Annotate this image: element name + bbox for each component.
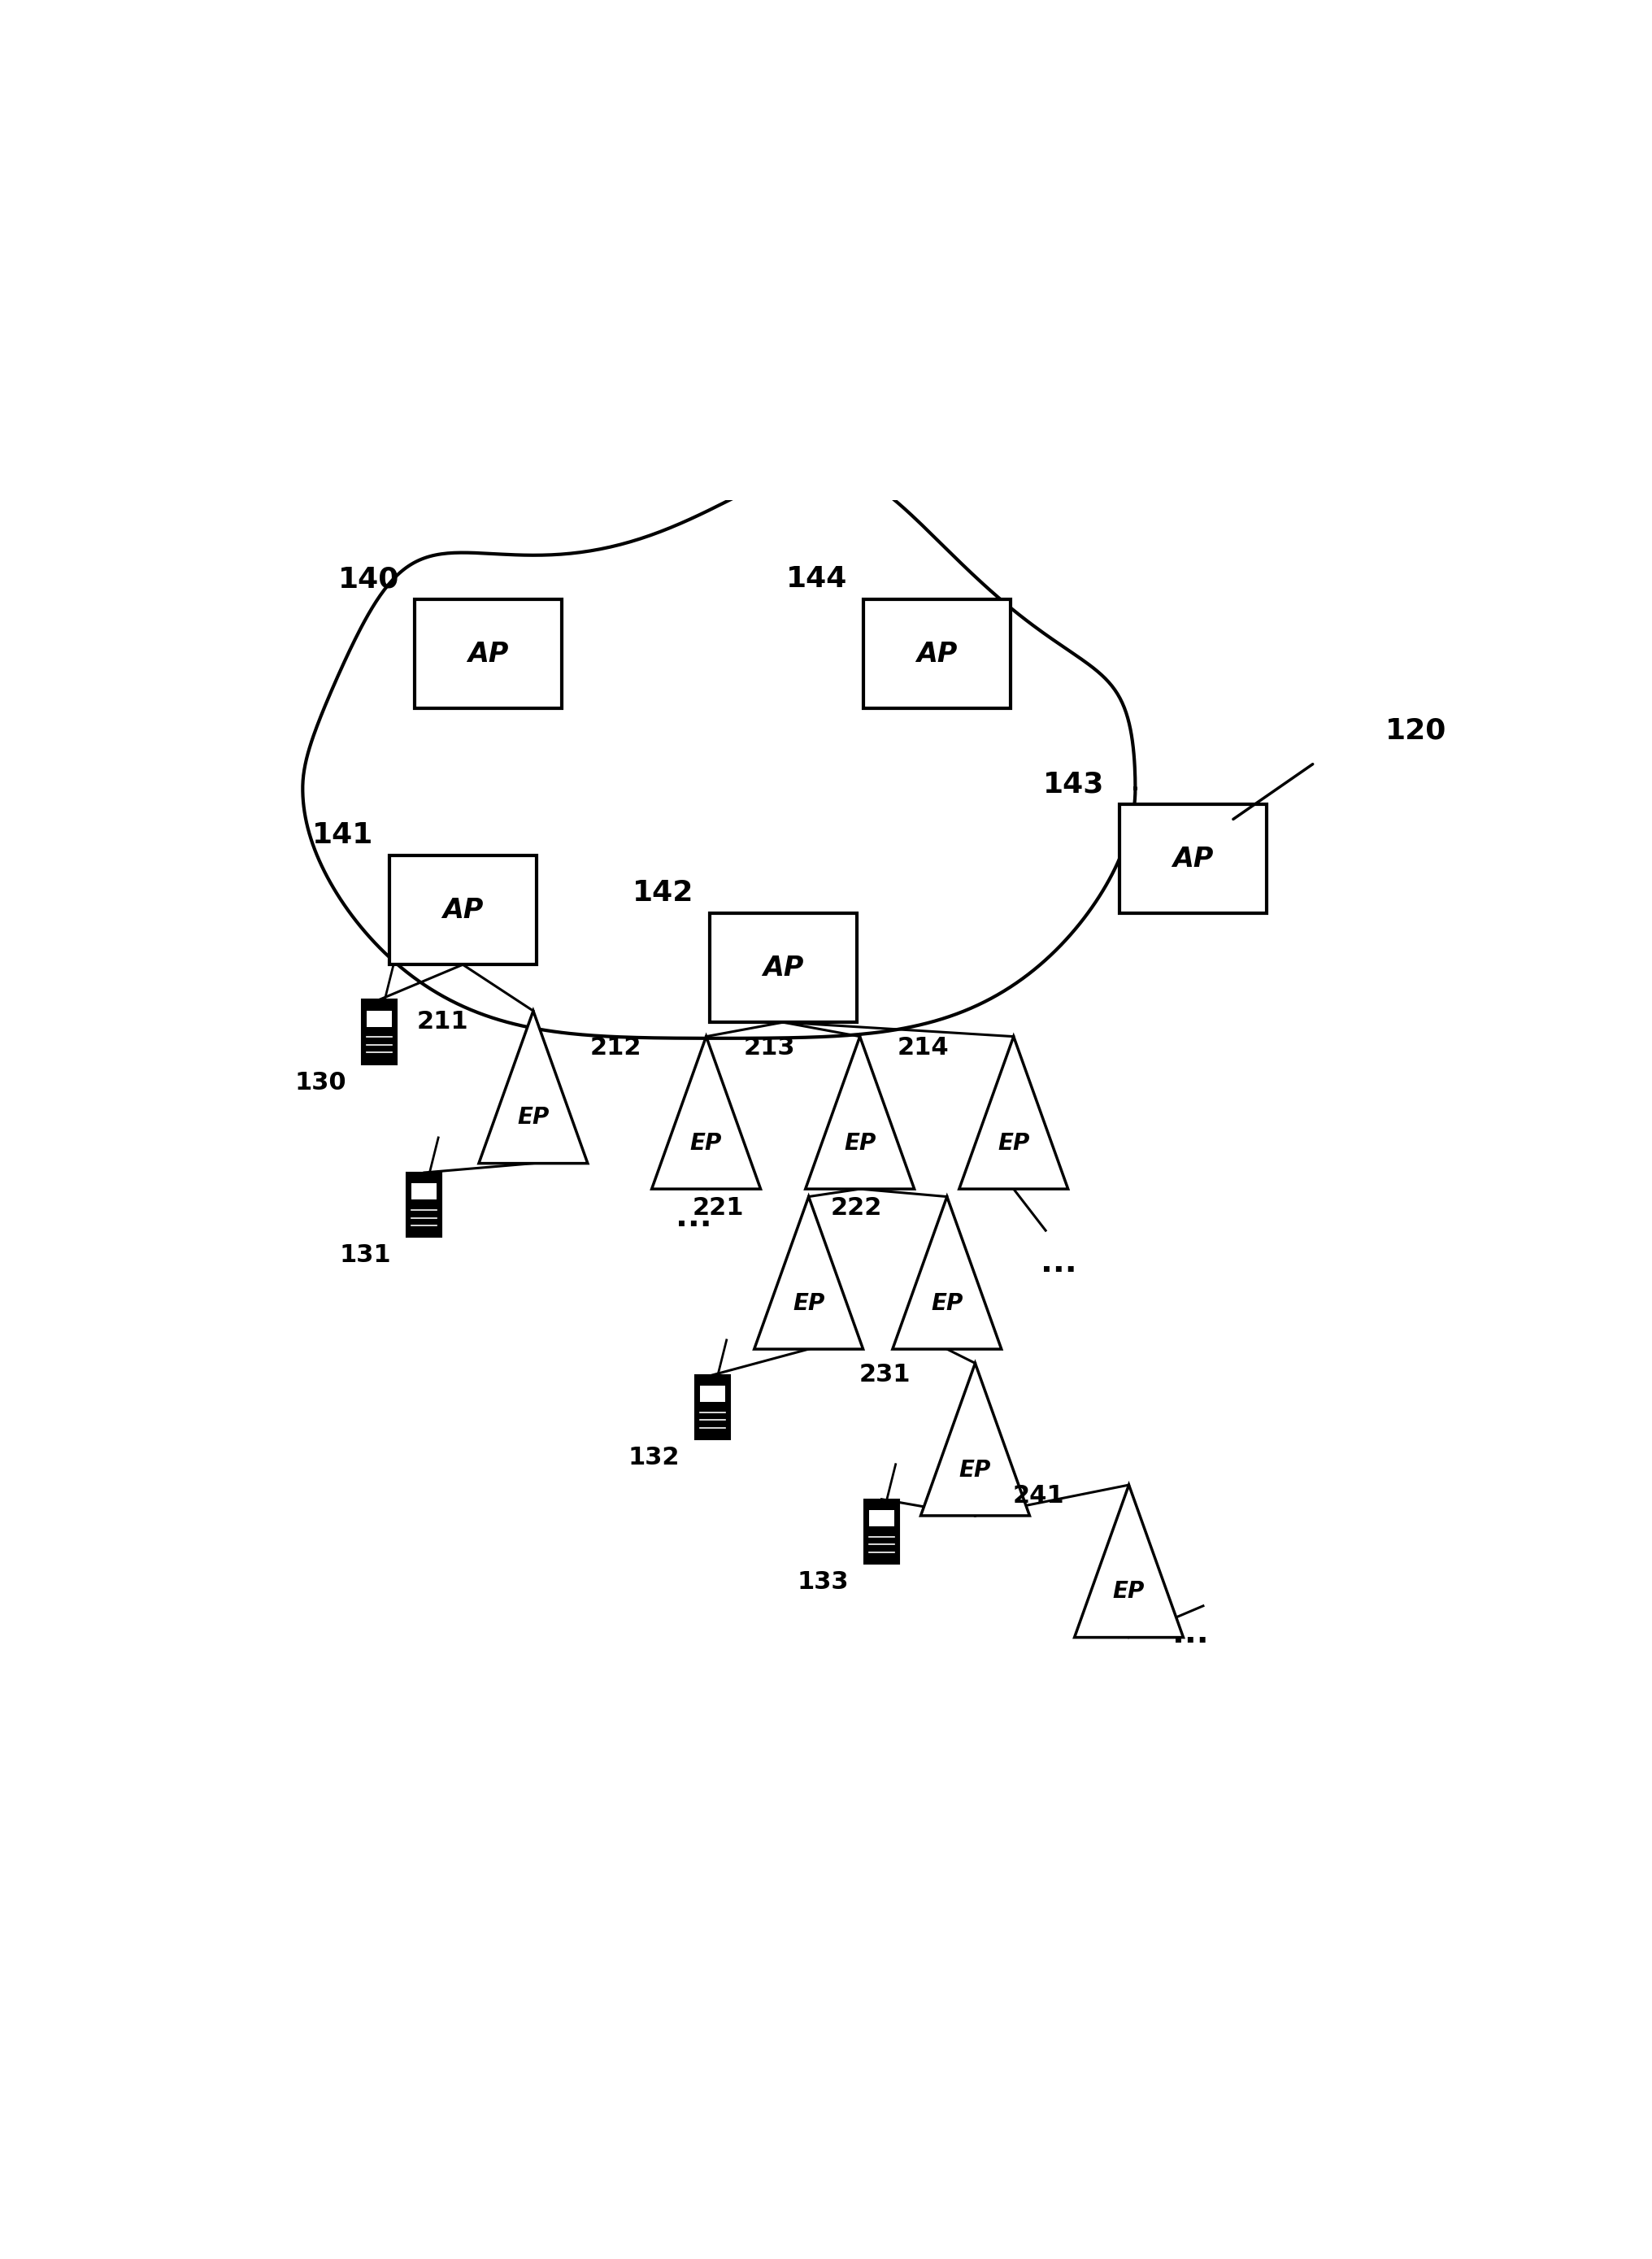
Polygon shape	[958, 1037, 1067, 1188]
Bar	[700, 1387, 725, 1403]
Text: ...: ...	[1039, 1247, 1075, 1279]
Bar	[367, 1010, 392, 1028]
Text: EP: EP	[998, 1132, 1029, 1154]
Text: AP: AP	[468, 642, 509, 666]
Polygon shape	[479, 1010, 588, 1163]
Text: 133: 133	[796, 1570, 849, 1595]
Text: EP: EP	[793, 1292, 824, 1315]
Bar	[388, 856, 537, 965]
Text: 132: 132	[628, 1446, 679, 1471]
Text: 231: 231	[859, 1362, 910, 1387]
Polygon shape	[920, 1362, 1029, 1516]
Bar	[869, 1511, 894, 1527]
Bar	[864, 1500, 899, 1563]
Text: EP: EP	[930, 1292, 963, 1315]
Polygon shape	[805, 1037, 914, 1188]
Polygon shape	[753, 1197, 862, 1349]
Text: 130: 130	[294, 1071, 347, 1093]
Text: 141: 141	[312, 822, 373, 849]
Text: AP: AP	[915, 642, 957, 666]
Bar	[709, 913, 856, 1023]
Text: EP: EP	[517, 1107, 548, 1130]
Bar	[862, 599, 1009, 709]
Polygon shape	[892, 1197, 1001, 1349]
Text: 221: 221	[692, 1195, 743, 1220]
Text: 211: 211	[416, 1010, 468, 1035]
Text: EP: EP	[958, 1459, 991, 1482]
Bar	[406, 1172, 441, 1238]
Text: 214: 214	[897, 1037, 948, 1059]
Bar	[1118, 804, 1265, 913]
Text: EP: EP	[1112, 1581, 1145, 1604]
Text: EP: EP	[844, 1132, 876, 1154]
Polygon shape	[302, 468, 1135, 1039]
Bar	[415, 599, 562, 709]
Text: 222: 222	[831, 1195, 882, 1220]
Text: ...: ...	[1171, 1620, 1208, 1649]
Text: 144: 144	[786, 565, 847, 594]
Text: ...: ...	[676, 1202, 710, 1233]
Text: 140: 140	[339, 565, 400, 594]
Text: 142: 142	[633, 879, 694, 906]
Polygon shape	[1074, 1484, 1183, 1638]
Text: EP: EP	[691, 1132, 722, 1154]
Bar	[695, 1376, 730, 1439]
Bar	[411, 1184, 436, 1200]
Bar	[362, 998, 396, 1064]
Text: 241: 241	[1013, 1484, 1064, 1507]
Text: AP: AP	[443, 897, 482, 924]
Text: 131: 131	[340, 1242, 392, 1267]
Polygon shape	[651, 1037, 760, 1188]
Text: AP: AP	[762, 953, 803, 980]
Text: 120: 120	[1384, 716, 1446, 745]
Text: 213: 213	[743, 1037, 795, 1059]
Text: AP: AP	[1171, 845, 1213, 872]
Text: 212: 212	[590, 1037, 641, 1059]
Text: 143: 143	[1042, 770, 1104, 797]
